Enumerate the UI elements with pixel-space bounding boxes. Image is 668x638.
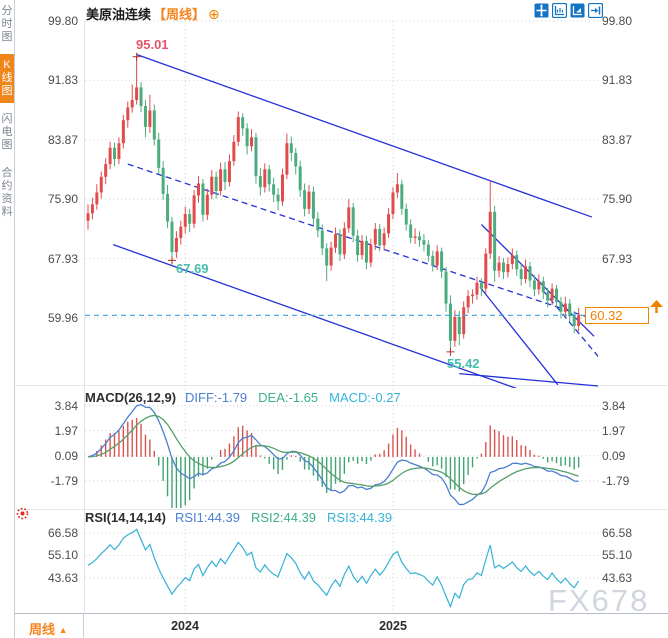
rsi-axis-label: 66.58 xyxy=(602,526,633,540)
period-selector-label: 周线 xyxy=(29,622,56,637)
price-axis-label: 75.90 xyxy=(47,192,78,206)
rsi1-value: RSI1:44.39 xyxy=(174,510,240,525)
rsi-axis-label: 55.10 xyxy=(602,548,633,562)
divider xyxy=(83,614,84,638)
instrument-title: 美原油连续 xyxy=(86,7,152,22)
price-axis-label: 67.93 xyxy=(602,252,633,266)
macd-header: MACD(26,12,9) DIFF:-1.79 DEA:-1.65 MACD:-0.… xyxy=(85,390,401,405)
rsi-axis-label: 43.63 xyxy=(47,571,78,585)
price-axis-label: 59.96 xyxy=(47,311,78,325)
current-price-tag: 60.32 xyxy=(585,307,649,324)
rsi-axis-label: 43.63 xyxy=(602,571,633,585)
sidebar-item-contract-info[interactable]: 合约资料 xyxy=(1,167,13,218)
swing-low-annotation: 67.69 xyxy=(176,261,209,276)
macd-macd-value: MACD:-0.27 xyxy=(329,390,401,405)
rsi-header: RSI(14,14,14) RSI1:44.39 RSI2:44.39 RSI3:44… xyxy=(85,510,392,525)
macd-diff-value: DIFF:-1.79 xyxy=(185,390,248,405)
sidebar-item-candle-chart[interactable]: K线图 xyxy=(0,54,14,103)
watermark: FX678 xyxy=(548,583,650,618)
rsi3-value: RSI3:44.39 xyxy=(327,510,393,525)
macd-axis-label: 0.09 xyxy=(602,449,626,463)
rsi2-value: RSI2:44.39 xyxy=(250,510,317,525)
price-axis-label: 67.93 xyxy=(47,252,78,266)
year-label: 2025 xyxy=(379,619,407,633)
period-tag[interactable]: 【周线】 xyxy=(153,7,206,22)
time-axis-bar: 周线 ▲ 2024 2025 xyxy=(15,613,668,638)
swing-low-annotation: 55.42 xyxy=(447,356,480,371)
macd-axis-label: -1.79 xyxy=(602,474,630,488)
macd-dea-value: DEA:-1.65 xyxy=(258,390,319,405)
sidebar-item-time-chart[interactable]: 分时图 xyxy=(1,5,13,43)
axis-range-icon[interactable] xyxy=(552,3,567,18)
macd-axis-label: 3.84 xyxy=(602,399,626,413)
axis-zoom-play-icon[interactable] xyxy=(570,3,585,18)
period-selector[interactable]: 周线 ▲ xyxy=(29,619,68,638)
price-axis-label: 99.80 xyxy=(602,14,633,28)
macd-axis-label: -1.79 xyxy=(50,474,78,488)
chart-title-row: 美原油连续 【周线】 ⊕ xyxy=(86,4,220,23)
jump-to-latest-icon[interactable] xyxy=(588,3,603,18)
macd-axis-label: 1.97 xyxy=(54,424,78,438)
chevron-up-icon: ▲ xyxy=(58,625,68,635)
rsi-axis-label: 55.10 xyxy=(47,548,78,562)
price-up-arrow-icon[interactable] xyxy=(650,300,663,314)
price-axis-label: 83.87 xyxy=(602,133,633,147)
macd-axis-label: 0.09 xyxy=(54,449,78,463)
add-indicator-icon[interactable]: ⊕ xyxy=(208,6,220,22)
rsi-axis-label: 66.58 xyxy=(47,526,78,540)
sidebar: 分时图 K线图 闪电图 合约资料 xyxy=(0,0,15,638)
macd-axis-label: 3.84 xyxy=(54,399,78,413)
crosshair-icon[interactable] xyxy=(534,3,549,18)
sidebar-item-flash-chart[interactable]: 闪电图 xyxy=(1,113,13,151)
price-axis-label: 75.90 xyxy=(602,192,633,206)
price-axis-label: 83.87 xyxy=(47,133,78,147)
rsi-title: RSI(14,14,14) xyxy=(85,510,166,525)
price-axis-label: 91.83 xyxy=(47,73,78,87)
chart-toolbar xyxy=(534,3,603,18)
macd-title: MACD(26,12,9) xyxy=(85,390,177,405)
year-label: 2024 xyxy=(171,619,199,633)
macd-axis-label: 1.97 xyxy=(602,424,626,438)
swing-high-annotation: 95.01 xyxy=(136,37,169,52)
price-axis-label: 99.80 xyxy=(47,14,78,28)
indicator-settings-icon[interactable] xyxy=(15,506,30,521)
price-axis-label: 91.83 xyxy=(602,73,633,87)
